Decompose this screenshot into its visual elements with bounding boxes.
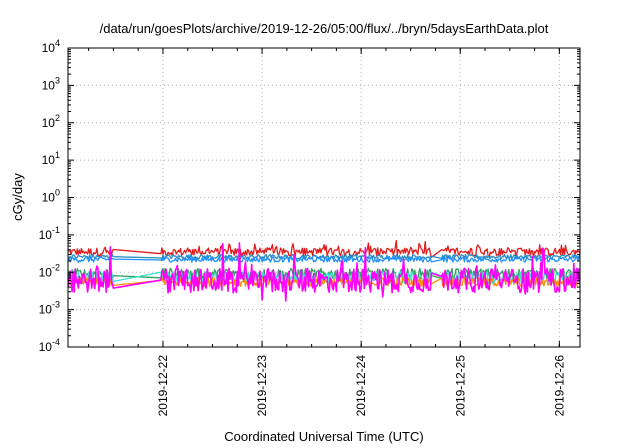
y-tick-label: 103 xyxy=(42,75,60,92)
y-tick-label: 101 xyxy=(42,150,60,167)
y-tick-label: 10-1 xyxy=(39,225,60,242)
grid-layer xyxy=(68,48,580,347)
series-line-2 xyxy=(67,256,581,263)
series-line-0 xyxy=(67,239,581,259)
x-tick-label: 2019-12-25 xyxy=(453,355,467,417)
y-tick-label: 10-3 xyxy=(39,300,60,317)
y-tick-label: 100 xyxy=(42,188,60,205)
x-axis-label: Coordinated Universal Time (UTC) xyxy=(224,429,423,444)
series-line-6 xyxy=(67,242,581,302)
y-tick-label: 10-4 xyxy=(39,337,60,354)
x-tick-label: 2019-12-22 xyxy=(156,355,170,417)
tick-layer: 10-4 10-3 10-2 10-1 100 101 102 103 104 2019-12-2… xyxy=(39,38,580,416)
series-line-1 xyxy=(67,253,581,260)
y-tick-label: 10-2 xyxy=(39,262,60,279)
chart-title: /data/run/goesPlots/archive/2019-12-26/0… xyxy=(100,21,549,36)
y-axis-label: cGy/day xyxy=(10,173,25,221)
x-tick-label: 2019-12-24 xyxy=(354,355,368,417)
x-tick-label: 2019-12-26 xyxy=(552,355,566,417)
x-tick-label: 2019-12-23 xyxy=(255,355,269,417)
y-tick-label: 104 xyxy=(42,38,60,55)
series-layer xyxy=(67,239,581,302)
y-tick-label: 102 xyxy=(42,113,60,130)
